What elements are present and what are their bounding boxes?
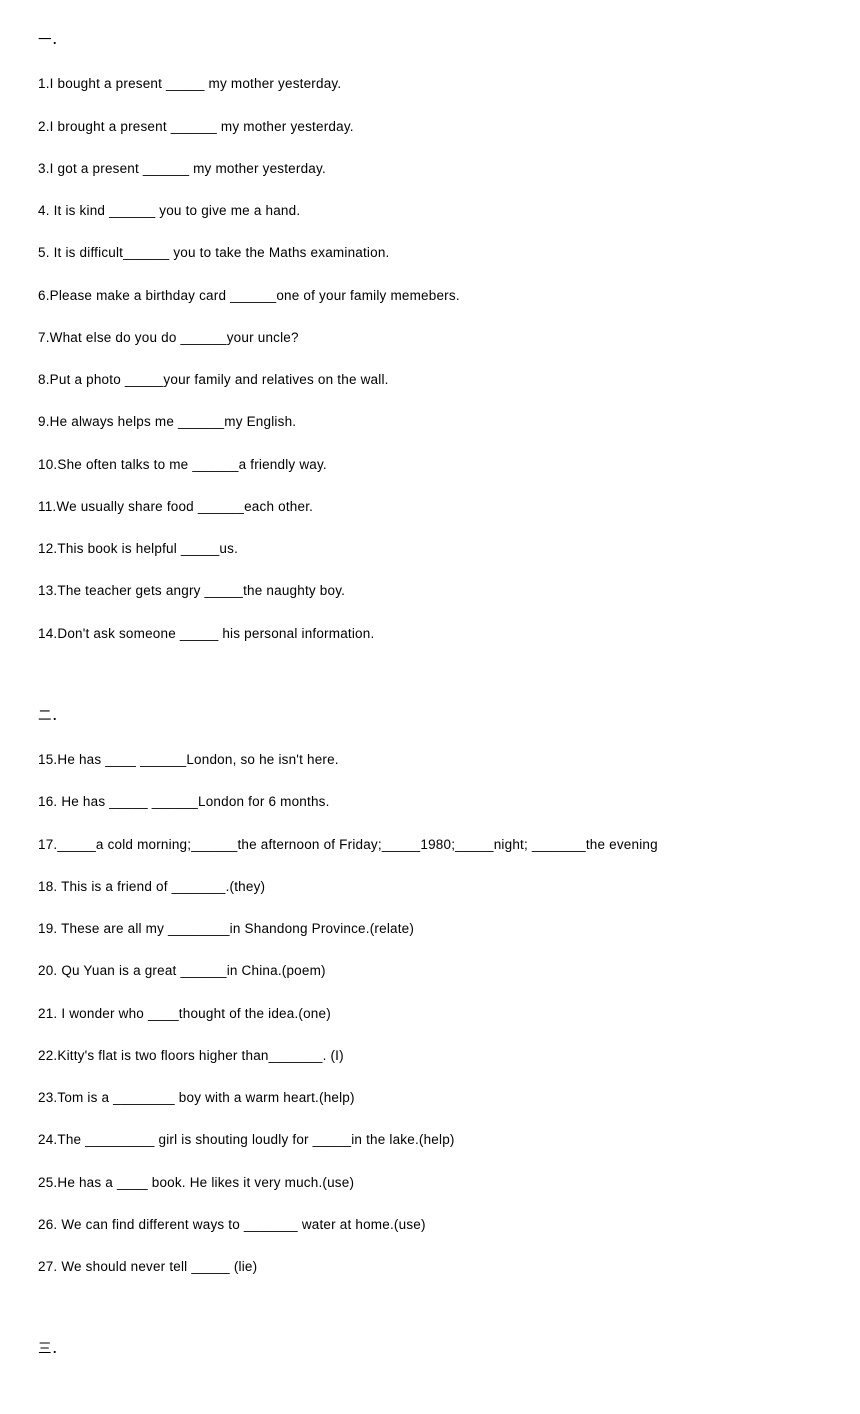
section-divider	[38, 1299, 822, 1339]
question-item: 8.Put a photo _____your family and relat…	[38, 370, 822, 390]
question-item: 21. I wonder who ____thought of the idea…	[38, 1004, 822, 1024]
question-item: 5. It is difficult______ you to take the…	[38, 243, 822, 263]
question-item: 27. We should never tell _____ (lie)	[38, 1257, 822, 1277]
question-item: 23.Tom is a ________ boy with a warm hea…	[38, 1088, 822, 1108]
question-item: 22.Kitty's flat is two floors higher tha…	[38, 1046, 822, 1066]
question-item: 17._____a cold morning;______the afterno…	[38, 835, 822, 855]
question-item: 7.What else do you do ______your uncle?	[38, 328, 822, 348]
question-item: 24.The _________ girl is shouting loudly…	[38, 1130, 822, 1150]
question-item: 1.I bought a present _____ my mother yes…	[38, 74, 822, 94]
question-item: 15.He has ____ ______London, so he isn't…	[38, 750, 822, 770]
question-item: 2.I brought a present ______ my mother y…	[38, 117, 822, 137]
question-item: 12.This book is helpful _____us.	[38, 539, 822, 559]
question-item: 26. We can find different ways to ______…	[38, 1215, 822, 1235]
question-item: 20. Qu Yuan is a great ______in China.(p…	[38, 961, 822, 981]
question-item: 10.She often talks to me ______a friendl…	[38, 455, 822, 475]
section-3-header: 三．	[38, 1339, 822, 1359]
question-item: 3.I got a present ______ my mother yeste…	[38, 159, 822, 179]
question-item: 16. He has _____ ______London for 6 mont…	[38, 792, 822, 812]
question-item: 25.He has a ____ book. He likes it very …	[38, 1173, 822, 1193]
question-item: 6.Please make a birthday card ______one …	[38, 286, 822, 306]
question-item: 18. This is a friend of _______.(they)	[38, 877, 822, 897]
question-item: 19. These are all my ________in Shandong…	[38, 919, 822, 939]
question-item: 4. It is kind ______ you to give me a ha…	[38, 201, 822, 221]
section-2-header: 二．	[38, 706, 822, 726]
question-item: 13.The teacher gets angry _____the naugh…	[38, 581, 822, 601]
question-item: 9.He always helps me ______my English.	[38, 412, 822, 432]
section-1-header: 一．	[38, 30, 822, 50]
question-item: 11.We usually share food ______each othe…	[38, 497, 822, 517]
question-item: 14.Don't ask someone _____ his personal …	[38, 624, 822, 644]
section-divider	[38, 666, 822, 706]
